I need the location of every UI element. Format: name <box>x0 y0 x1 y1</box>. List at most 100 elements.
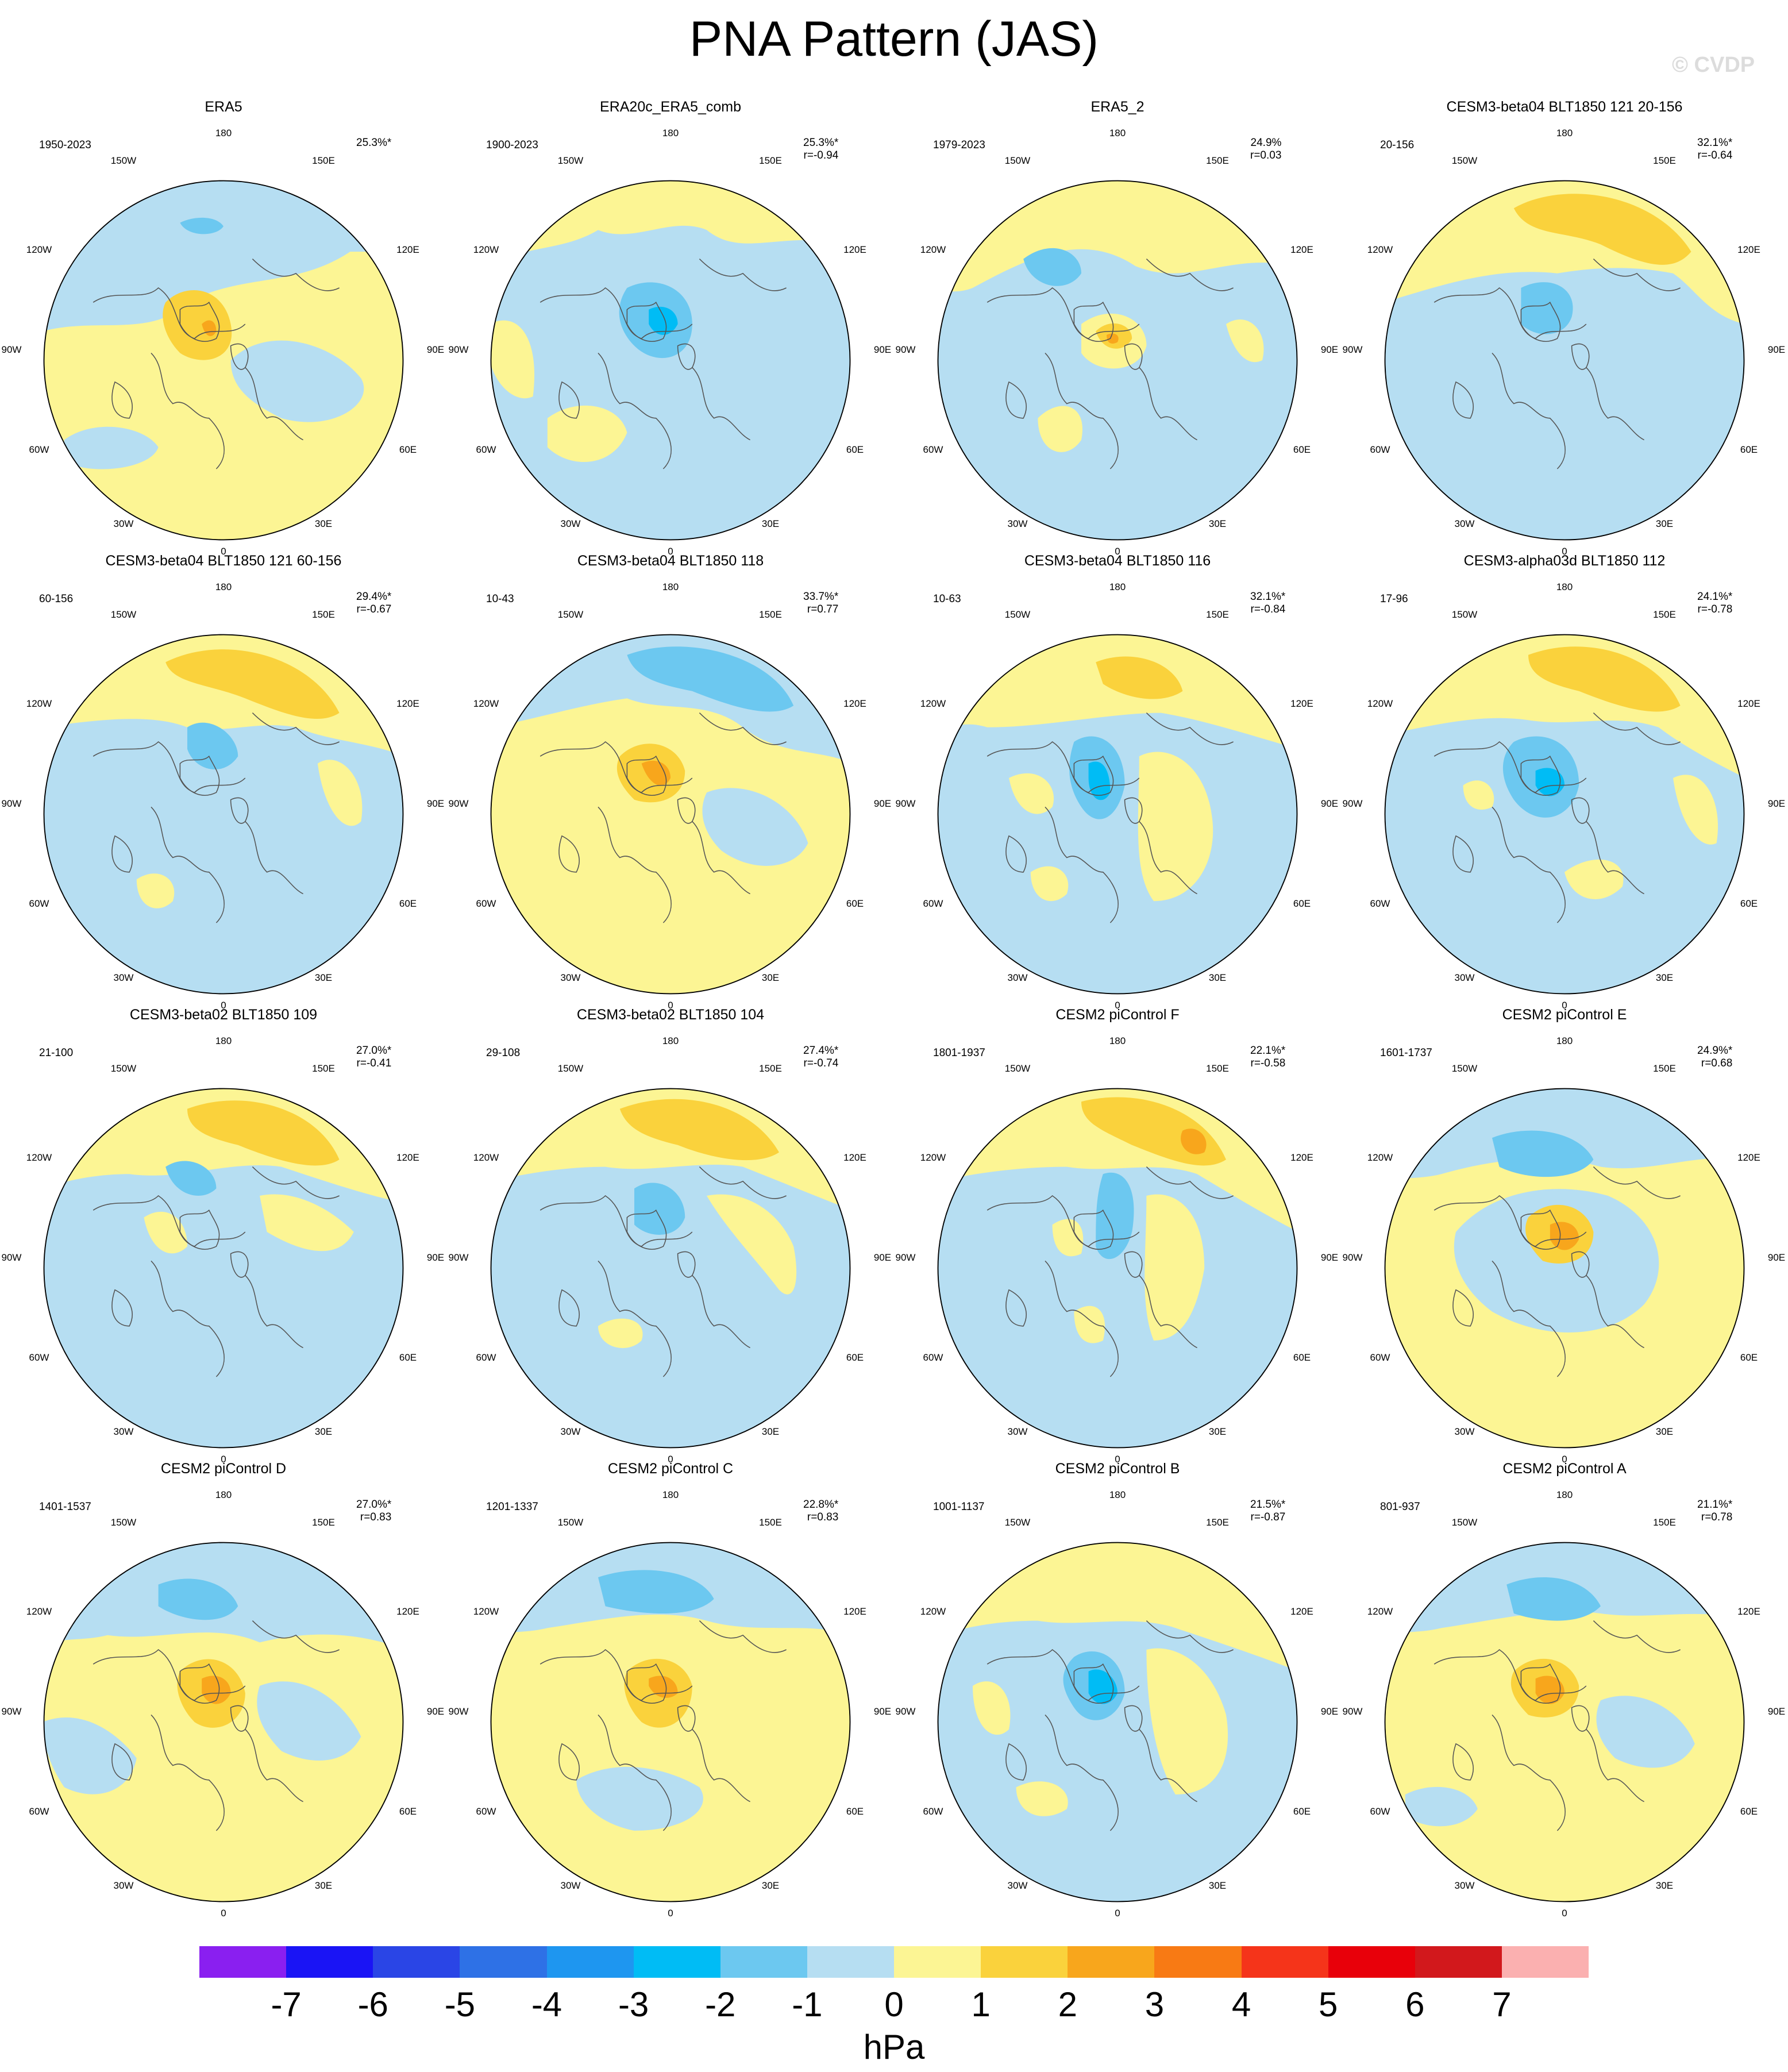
panel-pct: 24.9%* <box>1697 1045 1733 1057</box>
longitude-label: 0 <box>668 1000 673 1011</box>
longitude-label: 0 <box>1562 1908 1567 1919</box>
longitude-label: 90E <box>1320 1706 1339 1717</box>
coastline <box>252 1166 340 1199</box>
longitude-label: 0 <box>668 546 673 557</box>
coastline <box>245 1275 303 1349</box>
map-panel: CESM2 piControl F 1801-1937 22.1%* r=-0.58 1… <box>894 1006 1341 1465</box>
colorbar-swatch <box>1154 1946 1242 1978</box>
longitude-label: 90W <box>448 1706 469 1717</box>
panel-r: r=-0.87 <box>1250 1511 1286 1523</box>
coastline <box>987 287 1140 340</box>
coastline <box>598 1260 672 1377</box>
longitude-label: 120W <box>920 698 946 709</box>
longitude-label: 90E <box>873 798 892 809</box>
anomaly-region <box>1016 1781 1068 1816</box>
anomaly-region <box>1145 1194 1205 1341</box>
map-panel: CESM3-beta04 BLT1850 121 20-156 20-156 32.… <box>1341 98 1788 557</box>
longitude-label: 30W <box>1007 518 1028 529</box>
map-panel: CESM2 piControl E 1601-1737 24.9%* r=0.68 18… <box>1341 1006 1788 1465</box>
anomaly-region <box>1088 761 1111 800</box>
longitude-label: 120E <box>843 1152 866 1163</box>
longitude-label: 60W <box>923 898 943 909</box>
longitude-label: 150E <box>1653 155 1676 166</box>
longitude-label: 120E <box>396 1152 419 1163</box>
longitude-label: 150W <box>110 609 137 620</box>
longitude-label: 60E <box>1293 898 1311 909</box>
coastline <box>540 1649 693 1701</box>
longitude-label: 60E <box>1740 444 1758 455</box>
longitude-label: 90E <box>873 1706 892 1717</box>
longitude-label: 60E <box>846 1806 864 1817</box>
map-border <box>1384 634 1745 995</box>
coastline <box>1434 287 1587 340</box>
longitude-label: 90E <box>1767 798 1786 809</box>
coastline <box>1586 1275 1644 1349</box>
map-border <box>490 1088 851 1449</box>
map-panel: CESM3-beta04 BLT1850 118 10-43 33.7%* r=0.7… <box>447 552 894 1011</box>
coastline <box>987 1649 1140 1701</box>
anomaly-region <box>702 788 808 866</box>
colorbar-swatch <box>1328 1946 1415 1978</box>
coastline <box>677 1705 696 1732</box>
longitude-label: 150W <box>1451 609 1478 620</box>
coastline <box>1045 806 1119 923</box>
coastline <box>677 1251 696 1278</box>
panel-title: CESM3-beta04 BLT1850 121 60-156 <box>105 553 342 569</box>
panel-years: 29-108 <box>486 1047 521 1059</box>
anomaly-region <box>180 217 223 234</box>
anomaly-region <box>260 1194 354 1251</box>
coastline <box>1434 1649 1587 1701</box>
longitude-label: 60W <box>1370 898 1390 909</box>
map-panel: CESM3-beta02 BLT1850 109 21-100 27.0%* r=-0… <box>0 1006 447 1465</box>
anomaly-region <box>1463 780 1494 810</box>
longitude-label: 180 <box>215 1489 232 1500</box>
longitude-label: 60E <box>399 898 417 909</box>
anomaly-region <box>1138 752 1213 902</box>
longitude-label: 180 <box>1109 1035 1126 1046</box>
panel-pct: 21.1%* <box>1697 1499 1733 1511</box>
anomaly-region <box>165 1161 217 1196</box>
colorbar-swatch <box>373 1946 460 1978</box>
panel-years: 1979-2023 <box>933 139 985 151</box>
coastline <box>1146 1166 1234 1199</box>
longitude-label: 90W <box>1 798 22 809</box>
anomaly-region <box>1492 1130 1594 1177</box>
longitude-label: 90W <box>1 1706 22 1717</box>
panel-r: r=0.83 <box>360 1511 392 1523</box>
coastline <box>230 797 249 824</box>
longitude-label: 180 <box>215 1035 232 1046</box>
anomaly-region <box>1528 646 1681 712</box>
coastline <box>558 1289 580 1327</box>
longitude-label: 90E <box>1320 1252 1339 1263</box>
longitude-label: 150E <box>759 1517 782 1528</box>
longitude-label: 120E <box>396 244 419 255</box>
anomaly-region <box>158 1578 238 1620</box>
longitude-label: 150W <box>1004 609 1031 620</box>
panel-title: CESM2 piControl B <box>1055 1461 1180 1477</box>
anomaly-region <box>1052 1219 1084 1257</box>
coastline <box>1045 352 1119 469</box>
coastline <box>598 806 672 923</box>
longitude-label: 180 <box>662 128 679 138</box>
longitude-label: 150E <box>759 155 782 166</box>
colorbar-swatch <box>981 1946 1068 1978</box>
panel-years: 1900-2023 <box>486 139 538 151</box>
longitude-label: 0 <box>1562 1454 1567 1465</box>
polar-map <box>490 634 851 995</box>
coastline <box>1593 259 1681 291</box>
anomaly-region <box>1385 634 1744 778</box>
longitude-label: 60E <box>399 1352 417 1363</box>
coastline <box>1571 1705 1590 1732</box>
anomaly-region <box>1023 248 1081 286</box>
anomaly-region <box>44 1717 137 1794</box>
longitude-label: 150W <box>1004 1063 1031 1074</box>
polar-map <box>43 1088 404 1449</box>
panel-years: 17-96 <box>1380 593 1408 605</box>
coastline <box>692 367 750 441</box>
coastline <box>1005 381 1027 419</box>
coastline <box>1139 1275 1197 1349</box>
longitude-label: 0 <box>221 546 226 557</box>
longitude-label: 150E <box>1653 1063 1676 1074</box>
panel-title: ERA20c_ERA5_comb <box>600 99 741 115</box>
coastline <box>699 713 787 745</box>
